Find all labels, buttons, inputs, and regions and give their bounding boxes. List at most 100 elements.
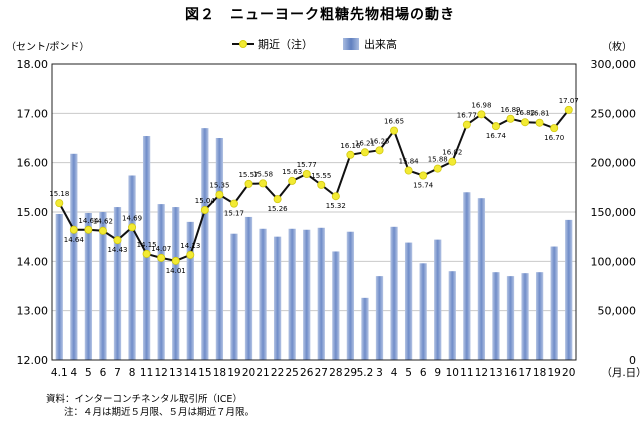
y-left-tick-label: 15.00 bbox=[17, 206, 49, 219]
price-marker bbox=[200, 206, 209, 215]
price-marker bbox=[535, 118, 544, 127]
volume-bar bbox=[521, 273, 529, 360]
x-tick-label: 7 bbox=[114, 367, 121, 379]
price-data-label: 15.84 bbox=[399, 158, 420, 166]
x-tick-label: 10 bbox=[446, 367, 459, 379]
price-marker bbox=[346, 150, 355, 159]
price-data-label: 16.77 bbox=[457, 112, 477, 120]
price-marker bbox=[360, 148, 369, 157]
y-left-tick-label: 18.00 bbox=[17, 58, 49, 71]
price-marker bbox=[142, 249, 151, 258]
x-tick-label: 5 bbox=[405, 367, 412, 379]
price-data-label: 15.32 bbox=[326, 202, 346, 210]
price-data-label: 16.65 bbox=[384, 118, 404, 126]
price-data-label: 15.74 bbox=[413, 181, 434, 189]
y-right-tick-label: 200,000 bbox=[591, 157, 637, 170]
price-data-label: 16.02 bbox=[442, 149, 462, 157]
price-data-label: 14.64 bbox=[78, 217, 99, 225]
price-data-label: 15.04 bbox=[195, 197, 216, 205]
x-tick-label: 25 bbox=[285, 367, 298, 379]
y-right-tick-label: 50,000 bbox=[598, 305, 637, 318]
price-marker bbox=[157, 253, 166, 262]
price-marker bbox=[186, 250, 195, 259]
volume-bar bbox=[565, 219, 573, 360]
price-marker bbox=[433, 164, 442, 173]
y-right-tick-label: 250,000 bbox=[591, 107, 637, 120]
price-data-label: 16.89 bbox=[500, 106, 520, 114]
x-tick-label: 21 bbox=[256, 367, 269, 379]
volume-bar bbox=[259, 228, 267, 360]
volume-bar bbox=[535, 272, 544, 360]
price-marker bbox=[550, 124, 559, 133]
x-tick-label: 4 bbox=[391, 367, 398, 379]
price-marker bbox=[448, 157, 457, 166]
x-tick-label: 9 bbox=[434, 367, 441, 379]
volume-bar bbox=[419, 263, 427, 360]
x-tick-label: 17 bbox=[518, 367, 531, 379]
plot-frame bbox=[51, 63, 577, 361]
volume-bar bbox=[506, 276, 515, 360]
x-tick-label: 4 bbox=[70, 367, 77, 379]
right-axis-unit: （枚） bbox=[602, 42, 632, 53]
price-data-label: 16.21 bbox=[355, 139, 375, 147]
volume-bar bbox=[230, 233, 238, 360]
legend-item-bar: 出来高 bbox=[343, 36, 397, 52]
price-data-label: 16.16 bbox=[340, 142, 361, 150]
price-marker bbox=[491, 122, 500, 131]
price-data-label: 14.69 bbox=[122, 214, 142, 222]
x-tick-label: 16 bbox=[504, 367, 518, 379]
volume-bar bbox=[361, 297, 369, 360]
x-tick-label: 12 bbox=[154, 367, 167, 379]
price-marker bbox=[419, 171, 428, 180]
price-data-label: 14.43 bbox=[107, 246, 127, 254]
price-data-label: 14.07 bbox=[151, 245, 171, 253]
volume-bar bbox=[273, 236, 282, 360]
y-left-tick-label: 17.00 bbox=[17, 107, 49, 120]
price-marker bbox=[404, 166, 413, 175]
price-marker bbox=[259, 179, 268, 188]
x-tick-label: 11 bbox=[140, 367, 153, 379]
price-marker bbox=[128, 223, 137, 232]
price-marker bbox=[55, 199, 64, 208]
x-tick-label: 14 bbox=[184, 367, 198, 379]
x-tick-label: 27 bbox=[315, 367, 328, 379]
left-axis-unit: （セント/ポンド） bbox=[6, 42, 90, 53]
price-data-label: 16.82 bbox=[515, 109, 535, 117]
x-tick-label: 5 bbox=[85, 367, 92, 379]
volume-bar bbox=[448, 271, 456, 360]
y-left-tick-label: 14.00 bbox=[17, 255, 49, 268]
y-left-tick-label: 12.00 bbox=[17, 354, 49, 367]
volume-bar bbox=[244, 216, 253, 360]
x-tick-label: 6 bbox=[420, 367, 427, 379]
source-note: 資料：インターコンチネンタル取引所（ICE） bbox=[46, 394, 242, 405]
legend-item-line: 期近（注） bbox=[232, 36, 313, 52]
legend-line-swatch bbox=[232, 39, 254, 49]
x-tick-label: 3 bbox=[376, 367, 383, 379]
legend-bar-swatch bbox=[343, 38, 359, 50]
volume-bar bbox=[157, 204, 165, 360]
x-tick-label: 8 bbox=[129, 367, 136, 379]
volume-bar bbox=[201, 128, 209, 360]
x-tick-label: 6 bbox=[100, 367, 107, 379]
price-marker bbox=[288, 176, 297, 185]
legend: 期近（注） 出来高 bbox=[232, 36, 427, 52]
x-axis-unit: （月.日） bbox=[601, 367, 640, 379]
x-tick-label: 4.1 bbox=[51, 367, 68, 379]
legend-line-label: 期近（注） bbox=[258, 38, 313, 51]
x-tick-label: 19 bbox=[227, 367, 240, 379]
price-marker bbox=[331, 192, 340, 201]
x-tick-label: 28 bbox=[329, 367, 342, 379]
volume-bar bbox=[463, 192, 471, 360]
volume-bar bbox=[99, 212, 107, 360]
price-marker bbox=[462, 120, 471, 129]
price-marker bbox=[98, 226, 107, 235]
price-data-label: 16.74 bbox=[486, 132, 507, 140]
volume-bar bbox=[55, 213, 63, 360]
price-data-label: 15.18 bbox=[49, 190, 69, 198]
price-marker bbox=[113, 236, 122, 245]
volume-bar bbox=[390, 226, 398, 360]
x-tick-label: 11 bbox=[460, 367, 473, 379]
volume-bar bbox=[84, 212, 93, 360]
legend-bar-label: 出来高 bbox=[364, 38, 397, 51]
